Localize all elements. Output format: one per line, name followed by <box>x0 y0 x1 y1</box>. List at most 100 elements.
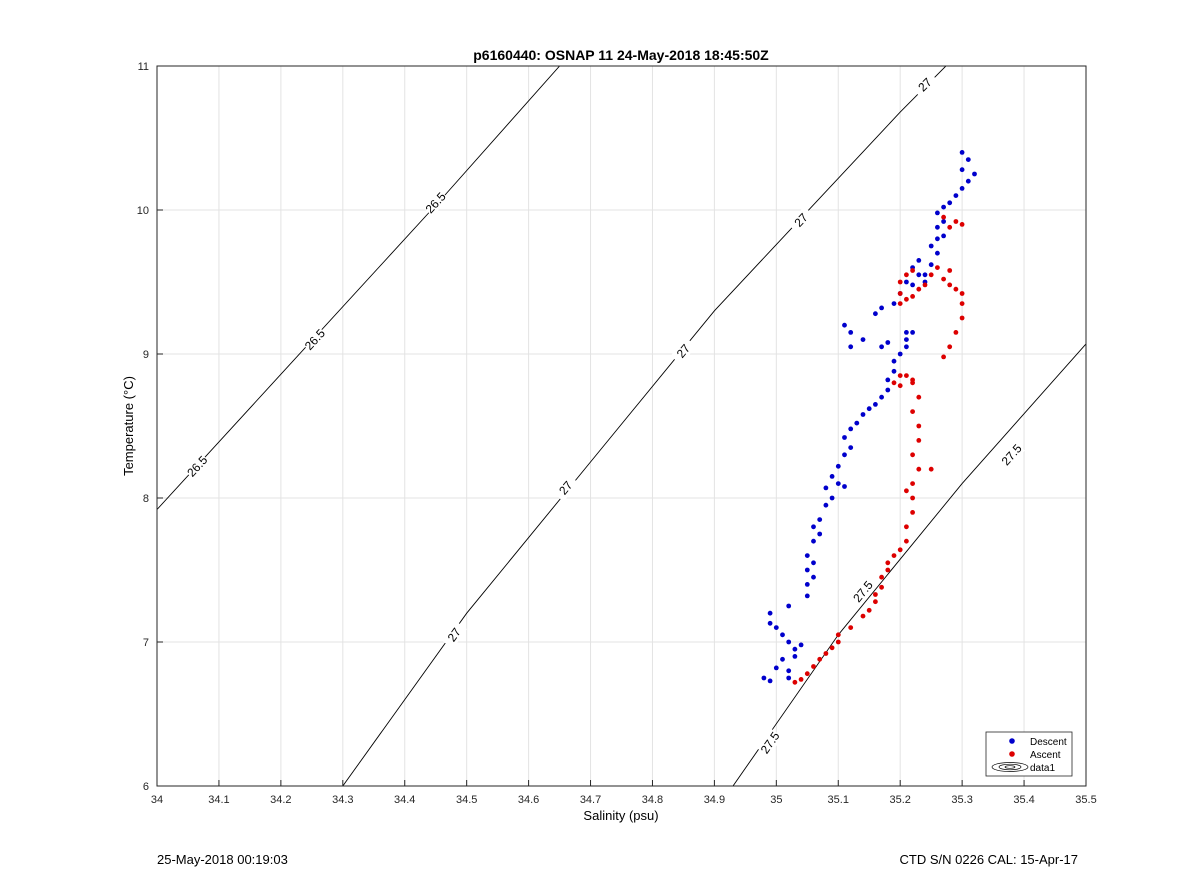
x-tick-label: 34 <box>151 794 163 806</box>
point-descent <box>891 368 897 374</box>
legend-label-data1: data1 <box>1030 763 1055 774</box>
point-descent <box>780 632 785 638</box>
x-tick-label: 35.3 <box>951 794 972 806</box>
point-ascent <box>916 394 922 400</box>
point-descent <box>823 485 829 491</box>
point-descent <box>811 560 816 566</box>
contour-label-bg <box>301 326 329 354</box>
point-descent <box>848 445 854 450</box>
point-ascent <box>953 330 959 335</box>
point-descent <box>786 668 792 674</box>
x-tick-label: 34.2 <box>270 794 291 806</box>
point-descent <box>848 330 854 335</box>
point-descent <box>761 675 767 681</box>
point-ascent <box>879 584 884 590</box>
axis-ticks: 34 34.1 34.2 34.3 34.4 34.5 34.6 34.7 34.8 34.9 35… <box>137 61 1097 806</box>
legend-contour-icon <box>991 762 1029 772</box>
point-descent <box>767 620 773 626</box>
point-ascent <box>916 423 922 429</box>
point-ascent <box>922 282 928 288</box>
point-ascent <box>904 488 909 494</box>
point-descent <box>965 157 971 163</box>
point-ascent <box>904 538 909 544</box>
point-ascent <box>891 553 897 558</box>
point-ascent <box>928 272 934 278</box>
point-ascent <box>879 574 884 580</box>
point-descent <box>941 204 946 210</box>
point-descent <box>860 412 866 417</box>
contour-label-bg <box>552 474 579 502</box>
contour-label-bg <box>850 577 877 606</box>
x-tick-label: 34.6 <box>518 794 539 806</box>
point-descent <box>885 377 891 383</box>
point-ascent <box>959 301 965 306</box>
point-descent <box>792 646 798 652</box>
footer-ctd-info: CTD S/N 0226 CAL: 15-Apr-17 <box>899 852 1078 867</box>
contour-label-bg <box>184 452 211 480</box>
point-descent <box>804 567 810 573</box>
point-ascent <box>904 524 909 530</box>
point-descent <box>767 678 773 684</box>
point-descent <box>959 150 965 155</box>
point-descent <box>935 210 940 216</box>
point-descent <box>916 272 922 278</box>
legend: Descent Ascent data1 <box>985 731 1073 777</box>
point-descent <box>780 656 785 662</box>
point-descent <box>941 219 946 224</box>
point-descent <box>891 301 897 306</box>
point-ascent <box>866 607 872 613</box>
point-descent <box>804 553 810 558</box>
x-axis-label: Salinity (psu) <box>583 808 658 823</box>
x-tick-label: 34.9 <box>704 794 725 806</box>
point-ascent <box>910 268 915 273</box>
point-descent <box>798 642 804 648</box>
point-descent <box>773 625 779 630</box>
point-descent <box>835 463 841 469</box>
point-descent <box>829 474 835 479</box>
point-ascent <box>798 677 804 682</box>
point-ascent <box>959 222 965 227</box>
point-ascent <box>873 592 878 597</box>
y-axis-label: Temperature (°C) <box>121 376 136 476</box>
point-descent <box>786 603 792 609</box>
point-descent <box>916 258 922 263</box>
point-descent <box>860 337 866 342</box>
point-descent <box>842 452 847 458</box>
contour-label-bg <box>441 620 467 649</box>
legend-marker-descent <box>1009 738 1015 744</box>
point-ascent <box>823 651 829 656</box>
point-ascent <box>897 547 903 553</box>
point-descent <box>786 639 792 645</box>
point-descent <box>928 243 934 249</box>
point-descent <box>910 330 915 335</box>
point-descent <box>972 171 977 177</box>
point-ascent <box>910 481 915 486</box>
point-ascent <box>910 452 915 458</box>
point-ascent <box>947 282 953 288</box>
point-ascent <box>910 377 915 383</box>
point-descent <box>959 186 965 191</box>
point-ascent <box>811 664 816 669</box>
point-descent <box>873 311 878 317</box>
point-descent <box>848 426 854 432</box>
point-descent <box>866 406 872 412</box>
point-descent <box>811 574 816 580</box>
point-ascent <box>885 567 891 573</box>
point-ascent <box>910 510 915 515</box>
x-tick-label: 34.8 <box>642 794 663 806</box>
point-descent <box>848 344 854 350</box>
point-ascent <box>959 291 965 296</box>
point-ascent <box>897 373 903 378</box>
contour-label-bg <box>787 206 815 234</box>
x-tick-label: 35.2 <box>889 794 910 806</box>
contour-label-bg <box>422 189 449 217</box>
point-descent <box>947 200 953 206</box>
x-tick-label: 34.1 <box>208 794 229 806</box>
point-descent <box>935 236 940 242</box>
point-descent <box>897 351 903 357</box>
point-descent <box>953 193 959 199</box>
point-descent <box>767 610 773 616</box>
point-descent <box>879 394 884 400</box>
contour-label-bg <box>670 337 697 365</box>
